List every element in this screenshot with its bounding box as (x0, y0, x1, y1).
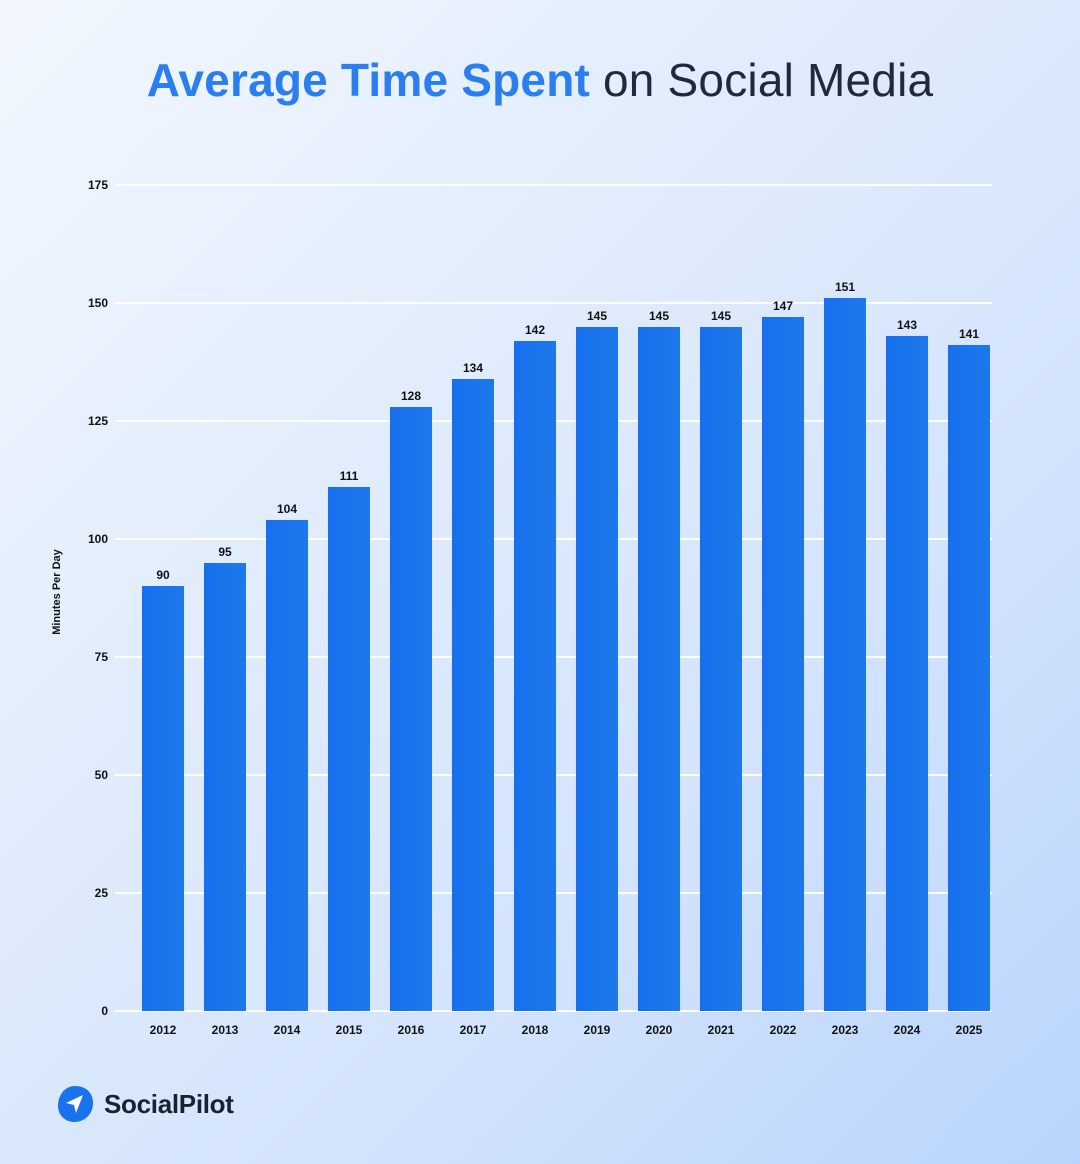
x-tick-label: 2013 (211, 1023, 239, 1037)
bar-value-label: 141 (958, 327, 980, 342)
bar-value-label: 111 (339, 469, 359, 484)
x-tick-label: 2022 (769, 1023, 797, 1037)
y-axis-label: Minutes Per Day (51, 549, 63, 635)
y-tick-label: 125 (87, 414, 108, 428)
bar-value-label: 145 (710, 308, 732, 323)
x-tick-label: 2016 (397, 1023, 425, 1037)
bar-value-label: 145 (648, 308, 670, 323)
brand-footer: SocialPilot (55, 1084, 234, 1124)
y-tick-label: 50 (94, 768, 108, 782)
x-tick-label: 2015 (335, 1023, 363, 1037)
bar-value-label: 145 (586, 308, 608, 323)
x-tick-label: 2014 (273, 1023, 301, 1037)
bar-2019 (576, 326, 618, 1011)
bar-2014 (266, 520, 308, 1011)
bar-value-label: 134 (462, 360, 484, 375)
bar-value-label: 151 (834, 280, 856, 295)
bar-2024 (886, 336, 928, 1011)
bar-value-label: 104 (276, 502, 298, 517)
x-tick-label: 2025 (955, 1023, 983, 1037)
bar-value-label: 95 (218, 544, 232, 559)
x-tick-label: 2023 (831, 1023, 859, 1037)
bar-2017 (452, 378, 494, 1011)
x-tick-label: 2021 (707, 1023, 735, 1037)
bar-2016 (390, 406, 432, 1011)
gridline (115, 1010, 992, 1012)
bar-value-label: 90 (156, 568, 170, 583)
y-tick-label: 75 (94, 650, 108, 664)
bar-2021 (700, 326, 742, 1011)
x-tick-label: 2012 (149, 1023, 177, 1037)
x-tick-label: 2018 (521, 1023, 549, 1037)
bar-value-label: 128 (400, 388, 422, 403)
bar-2020 (638, 326, 680, 1011)
chart-title-highlight: Average Time Spent (146, 54, 591, 106)
bar-2022 (762, 317, 804, 1011)
y-tick-label: 25 (94, 886, 108, 900)
gridline (115, 302, 992, 304)
x-tick-label: 2017 (459, 1023, 487, 1037)
bar-value-label: 143 (896, 318, 918, 333)
bar-2013 (204, 562, 246, 1011)
bar-2012 (142, 586, 184, 1011)
chart-title: Average Time Spent on Social Media (0, 52, 1080, 108)
y-tick-label: 100 (87, 532, 108, 546)
x-tick-label: 2019 (583, 1023, 611, 1037)
bar-2025 (948, 345, 990, 1011)
bar-2015 (328, 487, 370, 1011)
paper-plane-icon (58, 1086, 93, 1122)
bar-2018 (514, 340, 556, 1011)
chart-title-rest: on Social Media (590, 54, 934, 106)
x-tick-label: 2020 (645, 1023, 673, 1037)
y-tick-label: 175 (87, 178, 108, 192)
brand-name: SocialPilot (104, 1088, 234, 1119)
y-tick-label: 0 (101, 1004, 108, 1018)
x-tick-label: 2024 (893, 1023, 921, 1037)
gridline (115, 184, 992, 186)
y-tick-label: 150 (87, 296, 108, 310)
bar-2023 (824, 298, 866, 1011)
bar-value-label: 142 (524, 322, 546, 337)
bar-value-label: 147 (772, 299, 794, 314)
